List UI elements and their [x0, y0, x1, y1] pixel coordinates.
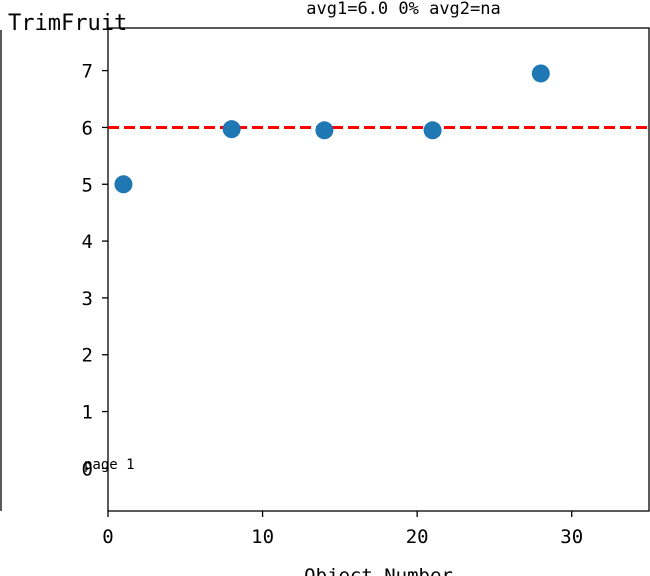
y-tick-label: 3: [82, 288, 93, 310]
x-tick-label: 20: [406, 526, 429, 548]
y-tick-label: 0: [82, 458, 93, 480]
data-point: [423, 121, 442, 140]
data-point: [531, 64, 550, 83]
x-tick-label: 0: [102, 526, 113, 548]
data-point: [222, 120, 241, 139]
y-tick-label: 6: [82, 117, 93, 139]
data-point: [114, 175, 133, 194]
x-ticks-layer: 0 10 20 30: [102, 511, 583, 548]
y-tick-label: 7: [82, 61, 93, 83]
y-tick-label: 4: [82, 231, 93, 253]
data-point: [315, 121, 334, 140]
y-tick-label: 5: [82, 174, 93, 196]
x-tick-label: 10: [251, 526, 274, 548]
x-axis-label: Object Number: [304, 565, 453, 576]
y-ticks-layer: 0 1 2 3 4 5 6 7: [82, 61, 108, 480]
y-tick-label: 2: [82, 345, 93, 367]
chart-title: avg1=6.0 0% avg2=na: [306, 0, 500, 19]
page-annotation: page 1: [84, 457, 135, 473]
data-points-layer: [114, 64, 550, 194]
y-tick-label: 1: [82, 402, 93, 424]
y-axis-label: TrimFruit: [8, 11, 127, 36]
plot-area-frame: [107, 27, 650, 512]
x-tick-label: 30: [560, 526, 583, 548]
